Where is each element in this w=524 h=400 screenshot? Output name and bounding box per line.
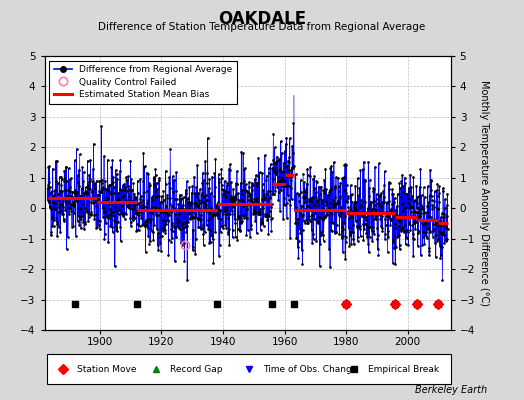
Text: Berkeley Earth: Berkeley Earth [415, 385, 487, 395]
FancyBboxPatch shape [47, 354, 451, 384]
Legend: Difference from Regional Average, Quality Control Failed, Estimated Station Mean: Difference from Regional Average, Qualit… [49, 60, 237, 104]
Text: Record Gap: Record Gap [170, 364, 223, 374]
Text: OAKDALE: OAKDALE [218, 10, 306, 28]
Text: Station Move: Station Move [78, 364, 137, 374]
Text: Difference of Station Temperature Data from Regional Average: Difference of Station Temperature Data f… [99, 22, 425, 32]
Text: Time of Obs. Change: Time of Obs. Change [263, 364, 357, 374]
Y-axis label: Monthly Temperature Anomaly Difference (°C): Monthly Temperature Anomaly Difference (… [479, 80, 489, 306]
Text: Empirical Break: Empirical Break [368, 364, 439, 374]
